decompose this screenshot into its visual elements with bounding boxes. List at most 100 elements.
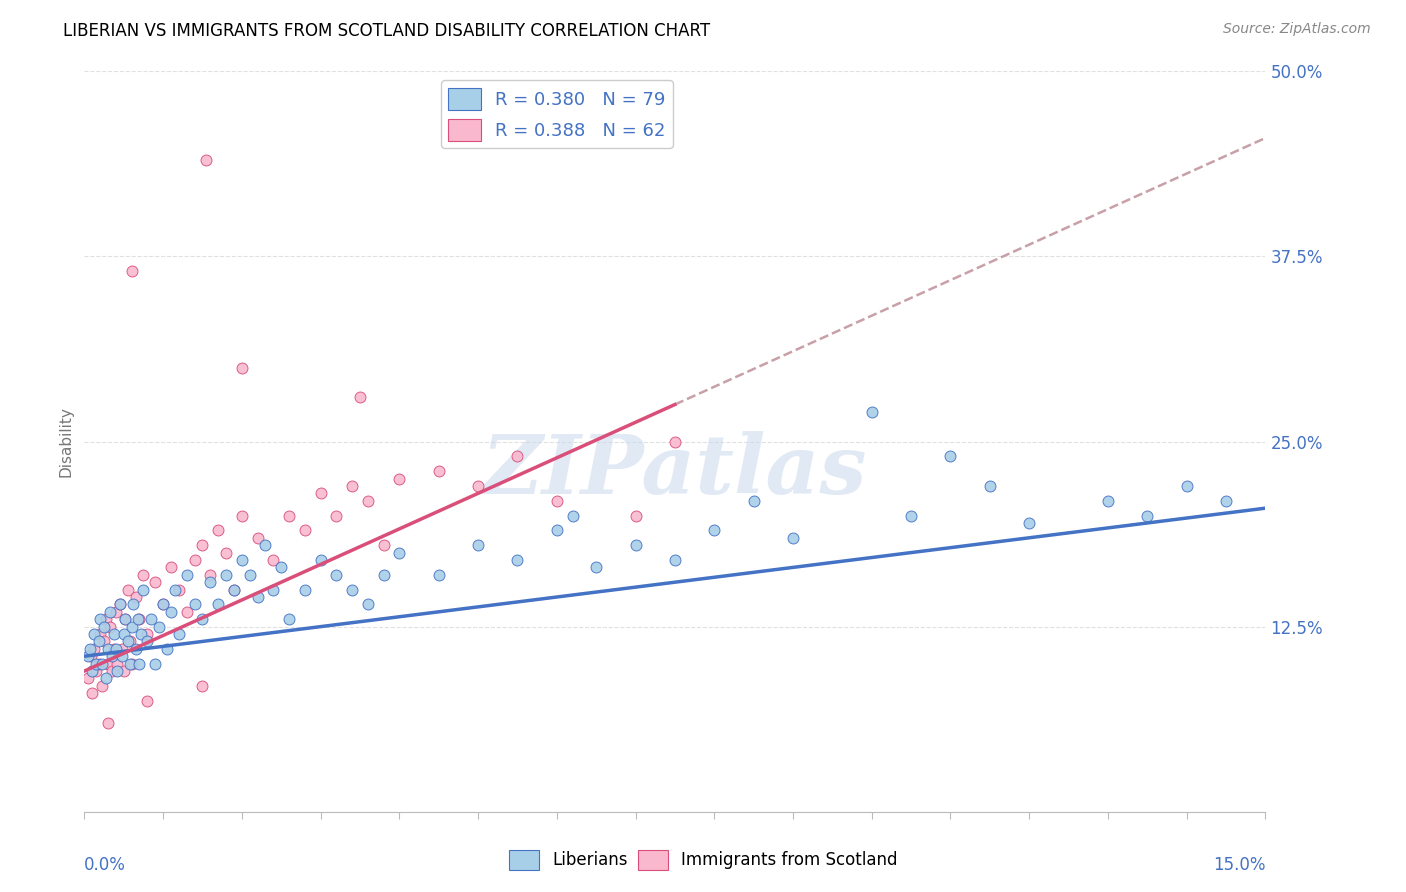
Point [121,619,143,633]
Point [979,479,1001,493]
Point [121,657,143,671]
Point [349,390,371,404]
Point [191,538,214,552]
Point [585,560,607,574]
Point [87,657,110,671]
Point [121,264,143,278]
Point [624,508,647,523]
Legend: Liberians, Immigrants from Scotland: Liberians, Immigrants from Scotland [502,843,904,877]
Point [664,553,686,567]
Point [160,605,183,619]
Y-axis label: Disability: Disability [58,406,73,477]
Point [152,598,174,612]
Point [200,567,222,582]
Point [89,612,111,626]
Point [103,627,125,641]
Point [108,598,131,612]
Point [97,657,120,671]
Point [1136,508,1159,523]
Point [82,664,104,678]
Point [98,605,121,619]
Point [742,493,765,508]
Point [624,538,647,552]
Text: 15.0%: 15.0% [1213,856,1265,874]
Point [183,553,205,567]
Point [427,464,450,478]
Point [83,641,105,656]
Point [222,582,245,597]
Point [79,641,101,656]
Point [262,553,284,567]
Point [176,567,198,582]
Point [108,598,131,612]
Point [124,590,146,604]
Point [103,641,125,656]
Point [93,619,115,633]
Point [309,486,332,500]
Point [104,605,127,619]
Point [77,649,100,664]
Point [1175,479,1198,493]
Point [373,567,395,582]
Point [117,634,139,648]
Point [84,657,107,671]
Point [467,479,489,493]
Point [128,657,150,671]
Point [239,567,262,582]
Legend: R = 0.380   N = 79, R = 0.388   N = 62: R = 0.380 N = 79, R = 0.388 N = 62 [441,80,672,148]
Point [246,590,269,604]
Point [128,612,150,626]
Point [231,553,253,567]
Point [467,538,489,552]
Point [117,582,139,597]
Point [191,612,214,626]
Point [127,612,149,626]
Point [163,582,186,597]
Point [83,627,105,641]
Point [112,627,135,641]
Point [136,634,159,648]
Point [357,598,380,612]
Point [122,598,145,612]
Point [1215,493,1237,508]
Point [79,649,101,664]
Point [561,508,583,523]
Point [136,694,159,708]
Point [98,619,121,633]
Point [262,582,284,597]
Point [278,508,301,523]
Point [136,627,159,641]
Point [191,679,214,693]
Point [111,641,134,656]
Point [207,524,229,538]
Text: 0.0%: 0.0% [84,856,127,874]
Point [90,679,112,693]
Point [84,664,107,678]
Text: ZIPatlas: ZIPatlas [482,431,868,511]
Point [111,649,134,664]
Point [1018,516,1040,530]
Point [167,627,190,641]
Point [254,538,277,552]
Text: LIBERIAN VS IMMIGRANTS FROM SCOTLAND DISABILITY CORRELATION CHART: LIBERIAN VS IMMIGRANTS FROM SCOTLAND DIS… [63,22,710,40]
Point [357,493,380,508]
Point [141,612,163,626]
Point [325,508,347,523]
Point [101,664,124,678]
Point [143,575,166,590]
Point [156,641,179,656]
Point [939,450,962,464]
Point [148,619,170,633]
Point [246,531,269,545]
Point [129,627,152,641]
Point [278,612,301,626]
Point [231,508,253,523]
Point [97,641,120,656]
Point [200,575,222,590]
Point [93,634,115,648]
Point [176,605,198,619]
Point [294,524,316,538]
Point [270,560,292,574]
Point [215,567,238,582]
Point [506,450,529,464]
